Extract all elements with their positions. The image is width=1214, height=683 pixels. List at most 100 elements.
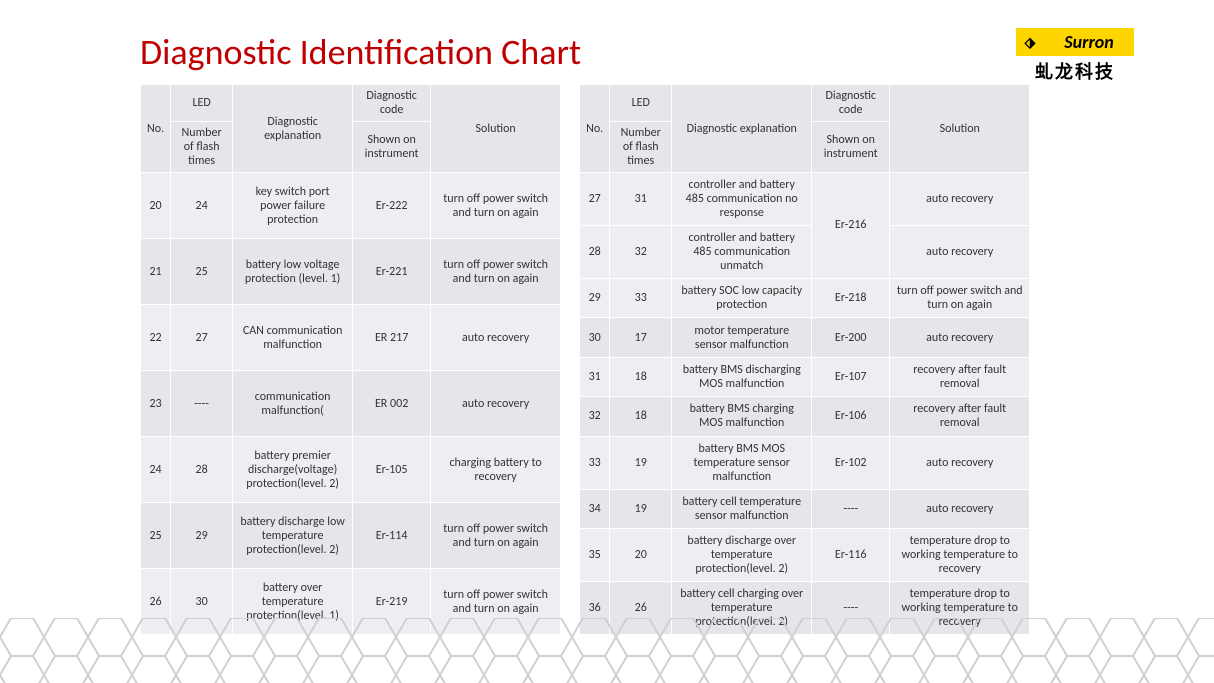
table-cell: turn off power switch and turn on again [431,239,561,305]
table-cell: battery SOC low capacity protection [672,278,812,317]
table-cell: 18 [610,357,672,396]
table-cell: 19 [610,489,672,528]
table-row: 3118battery BMS discharging MOS malfunct… [580,357,1030,396]
table-cell: turn off power switch and turn on again [431,503,561,569]
table-cell: Er-105 [353,437,431,503]
header-led-sub: Number of flash times [610,122,672,173]
table-row: 2024key switch port power failure protec… [141,173,561,239]
table-cell: battery BMS charging MOS malfunction [672,397,812,436]
table-cell: 33 [610,278,672,317]
table-cell: auto recovery [890,318,1030,357]
table-cell: 21 [141,239,171,305]
table-row: 3319battery BMS MOS temperature sensor m… [580,436,1030,489]
table-cell: Er-221 [353,239,431,305]
table-cell: 24 [141,437,171,503]
table-cell: 25 [141,503,171,569]
table-row: 3017motor temperature sensor malfunction… [580,318,1030,357]
logo-brand-text: Surron [1044,28,1134,56]
diagnostic-table-right: No. LED Diagnostic explanation Diagnosti… [579,84,1030,635]
table-cell: 35 [580,529,610,582]
tables-container: No. LED Diagnostic explanation Diagnosti… [140,84,1134,635]
table-row: 2933battery SOC low capacity protectionE… [580,278,1030,317]
table-cell: Er-116 [812,529,890,582]
table-row: 3419battery cell temperature sensor malf… [580,489,1030,528]
table-cell: ER 002 [353,371,431,437]
table-cell: auto recovery [431,305,561,371]
header-code-sub: Shown on instrument [353,122,431,173]
table-row: 3520battery discharge over temperature p… [580,529,1030,582]
brand-logo: ⬗ Surron 虬龙科技 [1016,28,1134,84]
header-diag: Diagnostic explanation [233,85,353,173]
table-cell: 32 [580,397,610,436]
table-cell: key switch port power failure protection [233,173,353,239]
table-cell: 20 [610,529,672,582]
table-cell: 28 [171,437,233,503]
table-row: 2731controller and battery 485 communica… [580,173,1030,226]
table-cell: ER 217 [353,305,431,371]
table-row: 2227CAN communication malfunctionER 217a… [141,305,561,371]
table-cell: 20 [141,173,171,239]
table-row: 2125battery low voltage protection (leve… [141,239,561,305]
header-no: No. [580,85,610,173]
table-cell: CAN communication malfunction [233,305,353,371]
table-cell: controller and battery 485 communication… [672,225,812,278]
table-cell: 25 [171,239,233,305]
table-cell: battery cell temperature sensor malfunct… [672,489,812,528]
table-cell: 31 [610,173,672,226]
table-cell: charging battery to recovery [431,437,561,503]
table-cell: 17 [610,318,672,357]
table-cell: 24 [171,173,233,239]
table-row: 2529battery discharge low temperature pr… [141,503,561,569]
header-led: LED [610,85,672,122]
table-cell: 32 [610,225,672,278]
table-cell: Er-114 [353,503,431,569]
table-cell: recovery after fault removal [890,357,1030,396]
honeycomb-decoration [0,618,1214,683]
table-cell: battery premier discharge(voltage) prote… [233,437,353,503]
table-cell: Er-200 [812,318,890,357]
table-cell: Er-102 [812,436,890,489]
table-row: 23----communication malfunction(ER 002au… [141,371,561,437]
header-led-sub: Number of flash times [171,122,233,173]
table-cell: Er-218 [812,278,890,317]
table-cell: 29 [171,503,233,569]
header-solution: Solution [431,85,561,173]
table-cell: 27 [580,173,610,226]
header-no: No. [141,85,171,173]
table-cell: 33 [580,436,610,489]
table-cell: Er-222 [353,173,431,239]
table-row: 3218battery BMS charging MOS malfunction… [580,397,1030,436]
table-cell: 27 [171,305,233,371]
header-led: LED [171,85,233,122]
table-cell: ---- [171,371,233,437]
table-cell: battery discharge low temperature protec… [233,503,353,569]
diagnostic-table-left: No. LED Diagnostic explanation Diagnosti… [140,84,561,635]
table-cell: 22 [141,305,171,371]
table-cell: auto recovery [890,225,1030,278]
table-cell: temperature drop to working temperature … [890,529,1030,582]
logo-glyph: ⬗ [1016,28,1044,56]
table-cell: 34 [580,489,610,528]
table-cell: 18 [610,397,672,436]
table-cell: ---- [812,489,890,528]
table-row: 2832controller and battery 485 communica… [580,225,1030,278]
table-cell: controller and battery 485 communication… [672,173,812,226]
header-solution: Solution [890,85,1030,173]
logo-subtext: 虬龙科技 [1016,58,1134,84]
header-code: Diagnostic code [353,85,431,122]
table-cell: Er-107 [812,357,890,396]
table-cell: Er-216 [812,173,890,279]
table-cell: 30 [580,318,610,357]
table-cell: battery low voltage protection (level. 1… [233,239,353,305]
table-cell: auto recovery [890,173,1030,226]
header-code: Diagnostic code [812,85,890,122]
table-cell: turn off power switch and turn on again [431,173,561,239]
table-row: 2428battery premier discharge(voltage) p… [141,437,561,503]
table-cell: motor temperature sensor malfunction [672,318,812,357]
table-cell: 31 [580,357,610,396]
table-cell: turn off power switch and turn on again [890,278,1030,317]
page-title: Diagnostic Identification Chart [140,30,1134,74]
table-cell: auto recovery [890,489,1030,528]
table-cell: 19 [610,436,672,489]
table-cell: battery BMS MOS temperature sensor malfu… [672,436,812,489]
